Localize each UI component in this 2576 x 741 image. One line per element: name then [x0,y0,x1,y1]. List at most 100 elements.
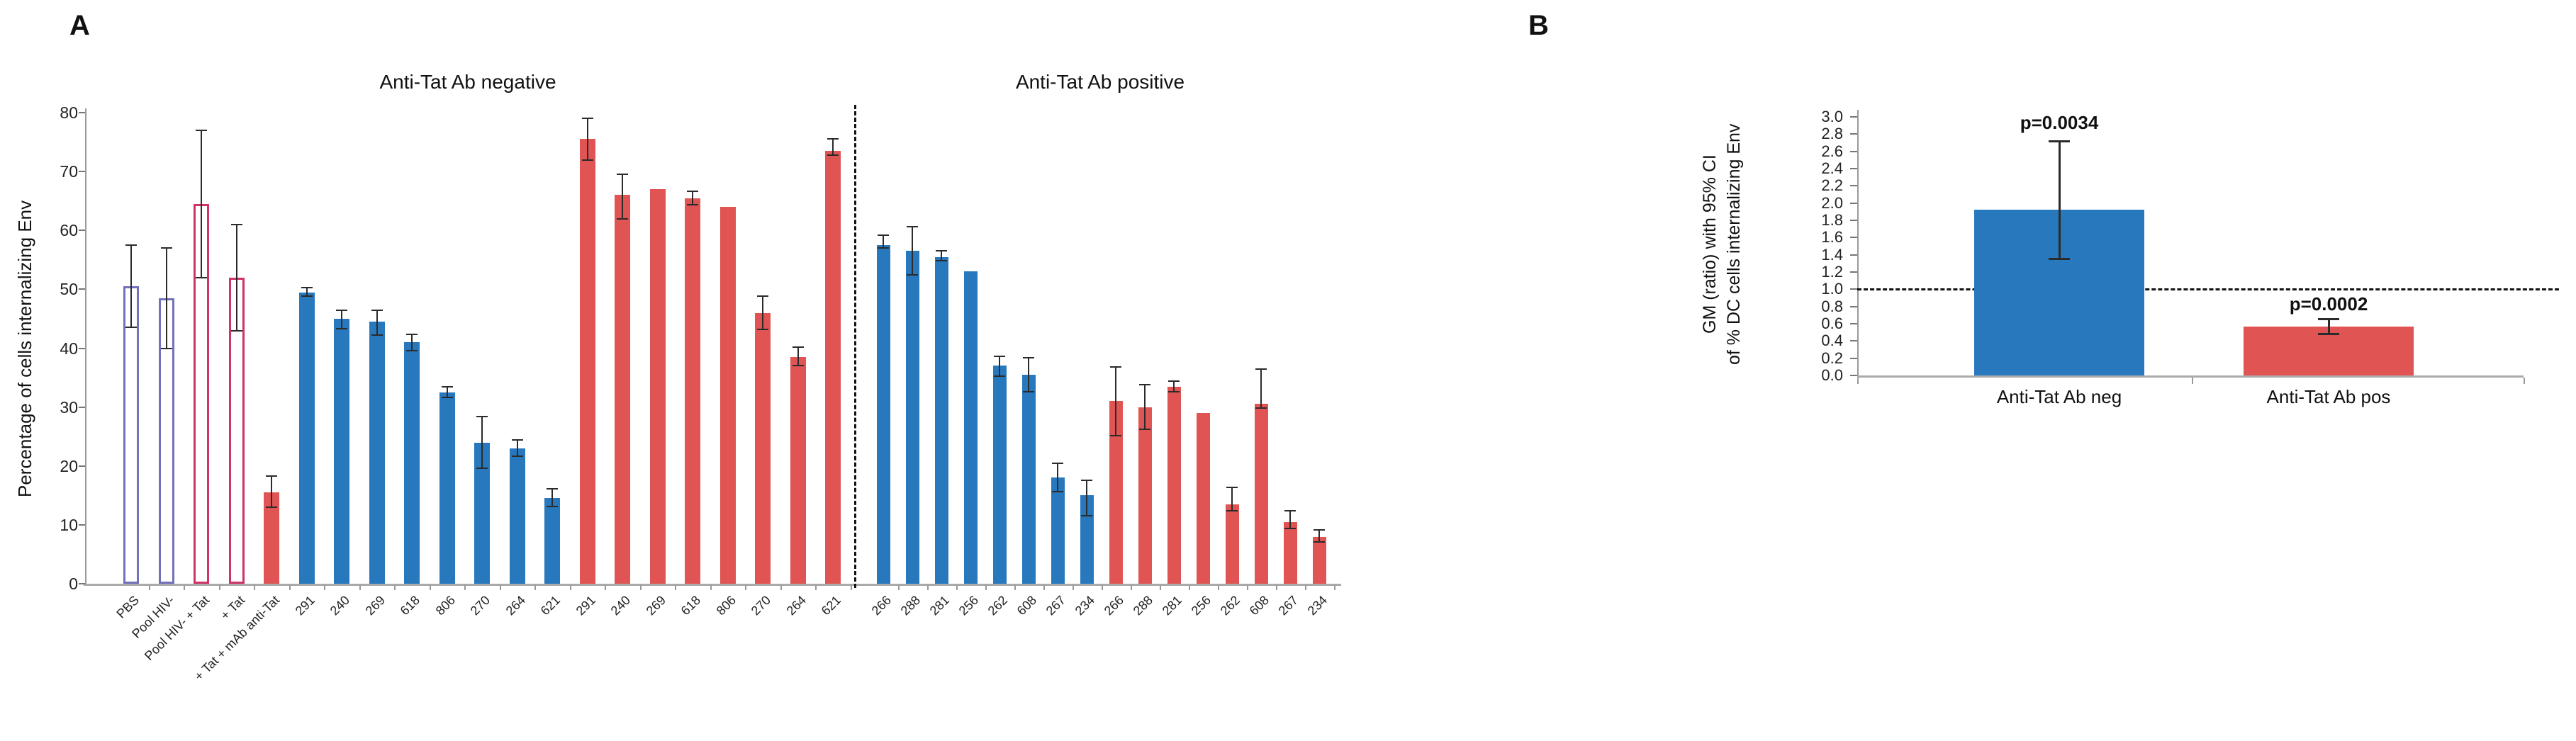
error-bar-cap-top [1168,380,1180,383]
panel-b-y-tick-label: 1.4 [1821,245,1843,264]
panel-a-y-tick-label: 80 [60,103,78,122]
panel-b-y-tick [1850,254,1857,256]
panel-a-y-tick [79,465,85,467]
error-bar [1086,480,1087,516]
error-bar [797,346,799,366]
error-bar-cap-top [1081,479,1092,481]
bar-positive_blue-266 [876,245,890,584]
anti-tat-negative-title: Anti-Tat Ab negative [379,71,556,93]
panel-a-x-tick [1130,585,1132,590]
panel-a-x-tick [780,585,782,590]
error-bar-cap-top [617,174,628,176]
panel-a-x-tick [1159,585,1161,590]
panel-a-y-tick-label: 60 [60,221,78,240]
error-bar [551,489,553,507]
error-bar [481,416,483,469]
error-bar-cap-top [907,226,918,228]
panel-a-x-tick [218,585,220,590]
bar-controls-+-Tat-+-mAb-anti-Tat [264,492,279,584]
bar-positive_red-608 [1254,404,1268,584]
panel-b-y-tick-label: 1.8 [1821,211,1843,229]
error-bar [1260,369,1262,409]
panel-a-y-tick-label: 10 [60,515,78,534]
panel-a-x-tick [1014,585,1016,590]
panel-a-x-tick [1217,585,1219,590]
panel-b-y-tick [1850,271,1857,273]
panel-b-y-tick [1850,305,1857,307]
panel-a-x-tick [897,585,900,590]
bar-positive_blue-234 [1080,495,1094,584]
panel-b-category-neg: Anti-Tat Ab neg [1996,386,2122,407]
error-bar [1115,367,1116,436]
bar-positive_red-267 [1283,521,1297,584]
bar-negative_blue-618 [404,342,420,584]
error-bar-cap-bottom [757,328,768,330]
panel-a-letter: A [69,10,90,41]
panel-b-y-tick-label: 2.2 [1821,176,1843,195]
error-bar-cap-top [547,488,558,490]
error-bar-cap-bottom [827,154,839,156]
error-bar-cap-bottom [907,274,918,276]
panel-b-y-tick-label: 3.0 [1821,108,1843,125]
panel-a-y-tick [79,230,85,232]
bar-positive_blue-281 [934,256,948,584]
panel-a-y-tick-label: 40 [60,339,78,358]
error-bar-cap-top [336,310,347,312]
error-bar-cap-bottom [547,506,558,508]
bar-positive_red-234 [1312,536,1326,584]
panel-a-y-tick-label: 50 [60,280,78,299]
panel-a-x-tick [850,585,852,590]
error-bar-cap-top [1110,366,1121,368]
error-bar [235,224,237,331]
error-bar-cap-top [994,356,1005,358]
panel-a-x-tick [324,585,326,590]
panel-a-x-tick [359,585,361,590]
panel-a-x-tick [605,585,607,590]
error-bar-cap-bottom [994,375,1005,378]
error-bar-cap-bottom [1168,391,1180,392]
panel-a-x-tick [1246,585,1248,590]
error-bar-cap-bottom [687,203,698,205]
panel-a-y-tick-label: 70 [60,162,78,181]
anti-tat-positive-title: Anti-Tat Ab positive [1015,71,1185,93]
error-bar-cap-bottom [1052,491,1063,493]
bar-negative_red-270 [755,312,771,584]
error-bar [912,227,913,276]
bar-negative_red-291 [579,139,595,584]
confidence-interval-cap-top [2318,318,2339,321]
error-bar [762,296,763,329]
error-bar [999,356,1000,377]
bar-positive_blue-267 [1051,477,1065,584]
panel-b-y-tick-label: 0.6 [1821,315,1843,332]
panel-a-y-tick-label: 20 [60,456,78,475]
panel-a-x-tick [985,585,987,590]
error-bar-cap-top [1023,356,1034,358]
error-bar-cap-top [125,244,137,247]
bar-negative_red-240 [615,195,630,584]
error-bar-cap-bottom [266,506,277,508]
error-bar-cap-top [1139,384,1150,386]
bar-negative_red-269 [649,189,666,584]
bar-positive_red-266 [1109,401,1123,584]
error-bar-cap-bottom [878,247,889,249]
bar-negative_blue-269 [369,322,385,584]
error-bar-cap-top [476,415,488,417]
error-bar-cap-bottom [196,276,207,278]
panel-a-y-axis [85,108,86,585]
error-bar-cap-bottom [936,259,947,261]
error-bar-cap-top [827,137,839,140]
error-bar [271,475,272,507]
panel-b-y-tick-label: 0.8 [1821,297,1843,315]
panel-a-chart: 0 10 20 30 40 50 60 70 80 PBS Pool HIV- Pool HIV- +… [60,103,1341,684]
panel-a-x-tick [1304,585,1306,590]
error-bar-cap-top [511,439,523,441]
error-bar-cap-bottom [371,334,383,336]
panel-b-y-tick [1850,185,1857,187]
error-bar-cap-top [371,310,383,312]
error-bar-cap-top [301,286,313,288]
error-bar [1028,357,1029,392]
panel-b-y-tick-label: 0.2 [1821,349,1843,367]
confidence-interval-bar [2327,319,2330,334]
error-bar [1289,510,1291,528]
